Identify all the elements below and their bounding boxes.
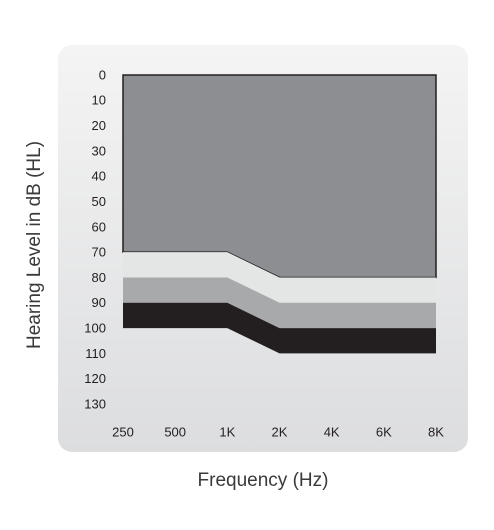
y-tick-label: 90 bbox=[92, 295, 106, 310]
y-tick-label: 70 bbox=[92, 245, 106, 260]
x-tick-label: 500 bbox=[164, 424, 186, 439]
x-tick-label: 4K bbox=[324, 424, 340, 439]
y-axis-label: Hearing Level in dB (HL) bbox=[24, 141, 45, 349]
area-band bbox=[123, 302, 436, 354]
area-band bbox=[123, 277, 436, 329]
x-tick-label: 8K bbox=[428, 424, 444, 439]
x-tick-label: 2K bbox=[272, 424, 288, 439]
y-tick-label: 110 bbox=[85, 346, 106, 361]
y-tick-label: 0 bbox=[99, 67, 106, 82]
x-tick-label: 6K bbox=[376, 424, 392, 439]
area-band bbox=[123, 252, 436, 303]
area-band bbox=[122, 74, 437, 279]
y-tick-label: 10 bbox=[92, 93, 106, 108]
x-tick-label: 1K bbox=[219, 424, 235, 439]
x-tick-label: 250 bbox=[112, 424, 134, 439]
y-tick-label: 100 bbox=[84, 321, 106, 336]
y-tick-label: 120 bbox=[84, 371, 106, 386]
x-axis-label: Frequency (Hz) bbox=[198, 470, 329, 491]
y-tick-label: 50 bbox=[92, 194, 106, 209]
y-tick-label: 130 bbox=[84, 396, 106, 411]
y-tick-label: 80 bbox=[92, 270, 106, 285]
y-tick-label: 30 bbox=[92, 143, 106, 158]
y-tick-label: 60 bbox=[92, 219, 106, 234]
y-tick-label: 20 bbox=[92, 118, 106, 133]
y-tick-label: 40 bbox=[92, 169, 106, 184]
